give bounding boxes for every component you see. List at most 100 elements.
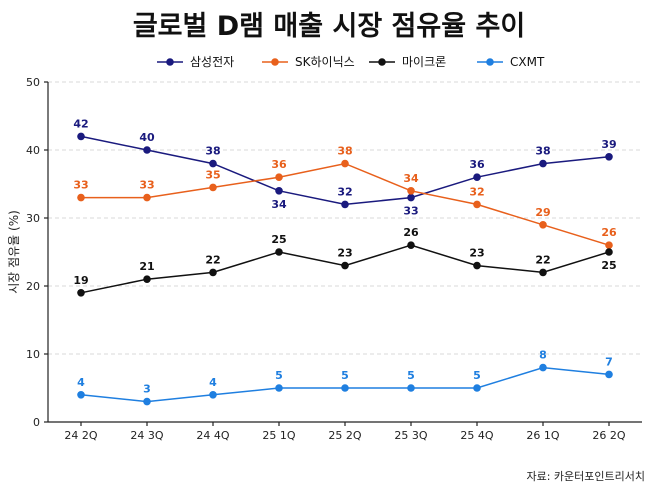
data-point [605, 370, 613, 379]
data-point [473, 173, 481, 181]
data-point [407, 193, 415, 202]
data-point [407, 241, 415, 249]
data-point [209, 391, 217, 399]
y-tick-label: 50 [26, 76, 40, 89]
legend-marker [271, 58, 279, 66]
data-point [605, 241, 613, 249]
legend-label: 마이크론 [402, 55, 446, 69]
data-point [473, 200, 481, 209]
data-point [275, 248, 283, 256]
data-point [341, 261, 349, 270]
data-label: 4 [209, 376, 217, 389]
data-point [539, 221, 547, 229]
data-point [143, 275, 151, 284]
legend: 삼성전자 SK하이닉스 마이크론 CXMT [157, 55, 545, 69]
x-tick-label: 25 1Q [262, 429, 295, 442]
y-tick-label: 10 [26, 348, 40, 361]
y-tick-label: 20 [26, 280, 40, 293]
data-point [605, 248, 613, 256]
x-tick-label: 26 2Q [592, 429, 625, 442]
x-tick-label: 25 2Q [328, 429, 361, 442]
axes: 0 10 20 30 40 50 24 2Q 24 3Q 24 4Q 25 1Q 25 2Q 25 3… [26, 76, 642, 442]
x-tick-label: 24 3Q [130, 429, 163, 442]
x-tick-label: 26 1Q [526, 429, 559, 442]
data-label: 26 [601, 226, 617, 239]
data-point [143, 193, 151, 202]
data-label: 33 [73, 179, 88, 192]
y-tick-label: 40 [26, 144, 40, 157]
data-point [77, 391, 85, 399]
data-label: 34 [403, 172, 419, 185]
data-point [341, 384, 349, 392]
data-point [473, 261, 481, 270]
x-tick-label: 24 2Q [64, 429, 97, 442]
data-point [209, 183, 217, 192]
y-tick-label: 30 [26, 212, 40, 225]
data-label: 23 [469, 247, 484, 260]
data-label: 29 [535, 206, 550, 219]
legend-marker [378, 58, 386, 66]
legend-label: CXMT [510, 55, 545, 69]
data-point [77, 289, 85, 297]
data-point [407, 384, 415, 392]
data-label: 39 [601, 138, 616, 151]
data-label: 34 [271, 198, 287, 211]
data-label: 7 [605, 355, 613, 368]
data-point [143, 397, 151, 406]
legend-label: 삼성전자 [190, 55, 234, 69]
source-note: 자료: 카운터포인트리서치 [526, 470, 645, 483]
legend-marker [166, 58, 174, 66]
data-point [77, 193, 85, 202]
data-label: 3 [143, 383, 151, 396]
data-label: 33 [139, 179, 154, 192]
data-point [473, 384, 481, 392]
data-label: 38 [205, 145, 220, 158]
data-label: 4 [77, 376, 85, 389]
data-label: 23 [337, 247, 352, 260]
data-label: 26 [403, 226, 419, 239]
data-label: 40 [139, 131, 155, 144]
legend-label: SK하이닉스 [295, 55, 355, 69]
data-label: 5 [275, 369, 283, 382]
data-label: 38 [535, 145, 550, 158]
data-point [341, 200, 349, 209]
data-label: 5 [407, 369, 415, 382]
data-label: 19 [73, 274, 88, 287]
x-tick-label: 25 4Q [460, 429, 493, 442]
data-label: 32 [469, 185, 484, 198]
data-point [341, 159, 349, 168]
data-label: 42 [73, 117, 88, 130]
data-point [539, 268, 547, 277]
x-tick-label: 24 4Q [196, 429, 229, 442]
data-label: 5 [341, 369, 349, 382]
data-label: 35 [205, 168, 220, 181]
data-point [77, 132, 85, 141]
data-label: 38 [337, 145, 352, 158]
x-tick-label: 25 3Q [394, 429, 427, 442]
data-point [275, 187, 283, 195]
data-point [209, 159, 217, 168]
data-point [209, 268, 217, 277]
data-label: 25 [271, 233, 286, 246]
data-point [605, 153, 613, 161]
data-point [539, 159, 547, 168]
data-label: 33 [403, 205, 418, 218]
data-label: 5 [473, 369, 481, 382]
data-point [275, 384, 283, 392]
y-tick-label: 0 [33, 416, 40, 429]
data-point [407, 187, 415, 195]
data-point [539, 363, 547, 372]
data-label: 36 [469, 158, 485, 171]
data-label: 22 [205, 253, 220, 266]
gridlines [48, 81, 642, 355]
data-point [143, 146, 151, 154]
y-axis-label: 시장 점유율 (%) [7, 210, 21, 294]
data-label: 25 [601, 259, 616, 272]
chart-title: 글로벌 D램 매출 시장 점유율 추이 [133, 11, 525, 42]
legend-marker [486, 58, 494, 66]
data-label: 36 [271, 158, 287, 171]
data-label: 22 [535, 253, 550, 266]
data-label: 32 [337, 185, 352, 198]
